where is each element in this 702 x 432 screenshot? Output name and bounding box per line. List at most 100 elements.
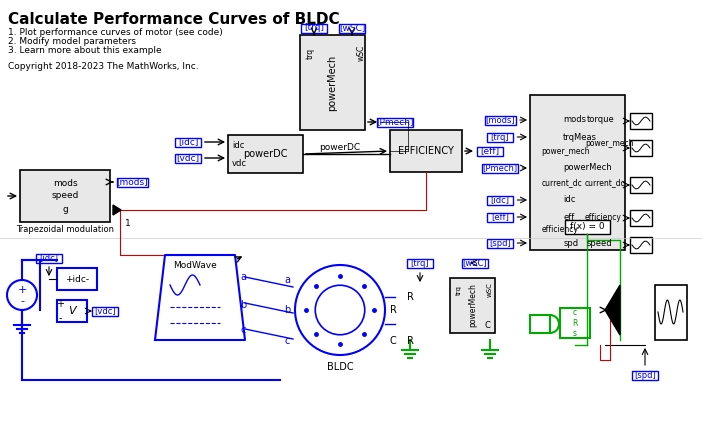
FancyBboxPatch shape: [655, 285, 687, 340]
Text: idc: idc: [232, 140, 244, 149]
FancyBboxPatch shape: [462, 258, 489, 267]
Text: +: +: [18, 285, 27, 295]
FancyBboxPatch shape: [57, 300, 87, 322]
FancyBboxPatch shape: [477, 146, 503, 156]
Text: +idc-: +idc-: [65, 274, 89, 283]
Text: Copyright 2018-2023 The MathWorks, Inc.: Copyright 2018-2023 The MathWorks, Inc.: [8, 62, 199, 71]
Text: BLDC: BLDC: [326, 362, 353, 372]
Text: +: +: [56, 299, 64, 309]
Text: trqMeas: trqMeas: [563, 133, 597, 142]
FancyBboxPatch shape: [630, 113, 652, 129]
Text: V: V: [68, 306, 76, 316]
Text: -: -: [20, 296, 24, 306]
Text: [Pmech]: [Pmech]: [376, 118, 413, 127]
FancyBboxPatch shape: [406, 258, 433, 267]
Text: trq: trq: [306, 48, 315, 59]
Text: [vdc]: [vdc]: [176, 153, 199, 162]
Text: [idc]: [idc]: [491, 196, 510, 204]
FancyBboxPatch shape: [482, 163, 518, 172]
Polygon shape: [605, 285, 620, 335]
Text: powerMech: powerMech: [328, 54, 338, 111]
FancyBboxPatch shape: [300, 23, 327, 32]
Text: [mods]: [mods]: [485, 115, 515, 124]
Text: powerMech: powerMech: [468, 283, 477, 327]
FancyBboxPatch shape: [560, 308, 590, 338]
Text: efficiency: efficiency: [541, 226, 578, 235]
Text: wSC: wSC: [357, 45, 366, 61]
Text: power_mech: power_mech: [541, 147, 590, 156]
Text: [vdc]: [vdc]: [94, 306, 116, 315]
FancyBboxPatch shape: [486, 133, 513, 142]
FancyBboxPatch shape: [117, 178, 147, 187]
FancyBboxPatch shape: [630, 140, 652, 156]
Text: a: a: [240, 272, 246, 282]
FancyBboxPatch shape: [632, 371, 658, 379]
Text: idc: idc: [563, 196, 576, 204]
Text: [trq]: [trq]: [491, 133, 510, 142]
Text: vdc: vdc: [232, 159, 247, 168]
FancyBboxPatch shape: [530, 95, 625, 250]
Text: b: b: [284, 305, 290, 315]
Text: [trq]: [trq]: [411, 258, 430, 267]
FancyBboxPatch shape: [486, 196, 513, 204]
Text: current_dc: current_dc: [541, 178, 582, 187]
FancyBboxPatch shape: [484, 115, 515, 124]
Text: powerDC: powerDC: [319, 143, 361, 152]
Text: current_dc: current_dc: [585, 178, 626, 187]
Text: wSC: wSC: [487, 283, 493, 298]
Text: R: R: [407, 337, 414, 346]
Text: c
R
s: c R s: [572, 308, 578, 338]
Text: [Pmech]: [Pmech]: [482, 163, 517, 172]
FancyBboxPatch shape: [175, 137, 201, 146]
FancyBboxPatch shape: [228, 135, 303, 173]
Text: eff: eff: [563, 213, 574, 222]
Text: EFFICIENCY: EFFICIENCY: [398, 146, 454, 156]
FancyBboxPatch shape: [339, 23, 365, 32]
Text: g: g: [62, 204, 68, 213]
Text: efficiency: efficiency: [585, 213, 622, 222]
Text: 3. Learn more about this example: 3. Learn more about this example: [8, 46, 161, 55]
FancyBboxPatch shape: [630, 210, 652, 226]
Text: f(x) = 0: f(x) = 0: [570, 222, 604, 232]
Text: [wSC]: [wSC]: [463, 258, 487, 267]
Text: [wSC]: [wSC]: [339, 23, 365, 32]
Text: torque: torque: [587, 115, 615, 124]
Text: [idc]: [idc]: [39, 254, 58, 263]
Text: R: R: [390, 305, 397, 315]
FancyBboxPatch shape: [377, 118, 413, 127]
Text: -: -: [58, 313, 62, 323]
FancyBboxPatch shape: [20, 170, 110, 222]
Text: b: b: [240, 300, 246, 310]
Text: spd: spd: [563, 238, 578, 248]
FancyBboxPatch shape: [565, 220, 610, 234]
Polygon shape: [113, 205, 121, 215]
Text: ModWave: ModWave: [173, 260, 217, 270]
FancyBboxPatch shape: [630, 177, 652, 193]
Polygon shape: [155, 255, 245, 340]
Text: [trq]: [trq]: [304, 23, 324, 32]
FancyBboxPatch shape: [630, 237, 652, 253]
Text: C: C: [484, 321, 490, 330]
FancyBboxPatch shape: [92, 306, 118, 315]
Text: a: a: [284, 275, 290, 285]
FancyBboxPatch shape: [486, 213, 513, 222]
Text: [idc]: [idc]: [178, 137, 198, 146]
Text: 2. Modify model parameters: 2. Modify model parameters: [8, 37, 136, 46]
Text: speed: speed: [587, 238, 613, 248]
Text: c: c: [284, 337, 290, 346]
FancyBboxPatch shape: [486, 238, 513, 248]
Text: powerDC: powerDC: [244, 149, 288, 159]
Text: 1: 1: [125, 219, 131, 229]
Text: C: C: [390, 337, 397, 346]
Text: speed: speed: [51, 191, 79, 200]
Text: powerMech: powerMech: [563, 163, 612, 172]
FancyBboxPatch shape: [175, 153, 201, 162]
FancyBboxPatch shape: [390, 130, 462, 172]
Text: [spd]: [spd]: [634, 371, 656, 379]
Text: [spd]: [spd]: [489, 238, 511, 248]
Text: 1. Plot performance curves of motor (see code): 1. Plot performance curves of motor (see…: [8, 28, 223, 37]
Text: [eff]: [eff]: [491, 213, 509, 222]
FancyBboxPatch shape: [300, 35, 365, 130]
Text: c: c: [240, 325, 246, 335]
Text: [eff]: [eff]: [480, 146, 500, 156]
